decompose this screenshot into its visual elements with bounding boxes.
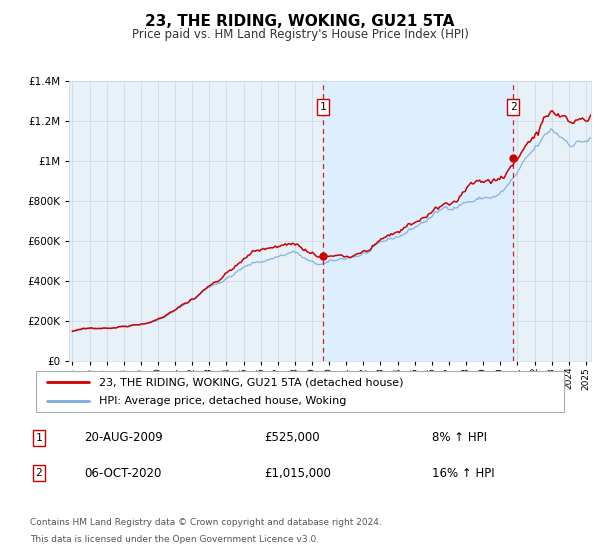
Text: 1: 1 — [319, 102, 326, 112]
Text: 06-OCT-2020: 06-OCT-2020 — [84, 466, 161, 480]
Text: 1: 1 — [35, 433, 43, 443]
Text: 23, THE RIDING, WOKING, GU21 5TA: 23, THE RIDING, WOKING, GU21 5TA — [145, 14, 455, 29]
Text: 8% ↑ HPI: 8% ↑ HPI — [432, 431, 487, 445]
Text: 16% ↑ HPI: 16% ↑ HPI — [432, 466, 494, 480]
Text: Price paid vs. HM Land Registry's House Price Index (HPI): Price paid vs. HM Land Registry's House … — [131, 28, 469, 41]
Text: HPI: Average price, detached house, Woking: HPI: Average price, detached house, Woki… — [100, 396, 347, 405]
Bar — [323, 81, 513, 361]
Text: £525,000: £525,000 — [264, 431, 320, 445]
Text: 20-AUG-2009: 20-AUG-2009 — [84, 431, 163, 445]
Text: 2: 2 — [510, 102, 517, 112]
Text: Contains HM Land Registry data © Crown copyright and database right 2024.: Contains HM Land Registry data © Crown c… — [30, 518, 382, 527]
Text: 23, THE RIDING, WOKING, GU21 5TA (detached house): 23, THE RIDING, WOKING, GU21 5TA (detach… — [100, 377, 404, 387]
Text: £1,015,000: £1,015,000 — [264, 466, 331, 480]
Text: 2: 2 — [35, 468, 43, 478]
Text: This data is licensed under the Open Government Licence v3.0.: This data is licensed under the Open Gov… — [30, 535, 319, 544]
